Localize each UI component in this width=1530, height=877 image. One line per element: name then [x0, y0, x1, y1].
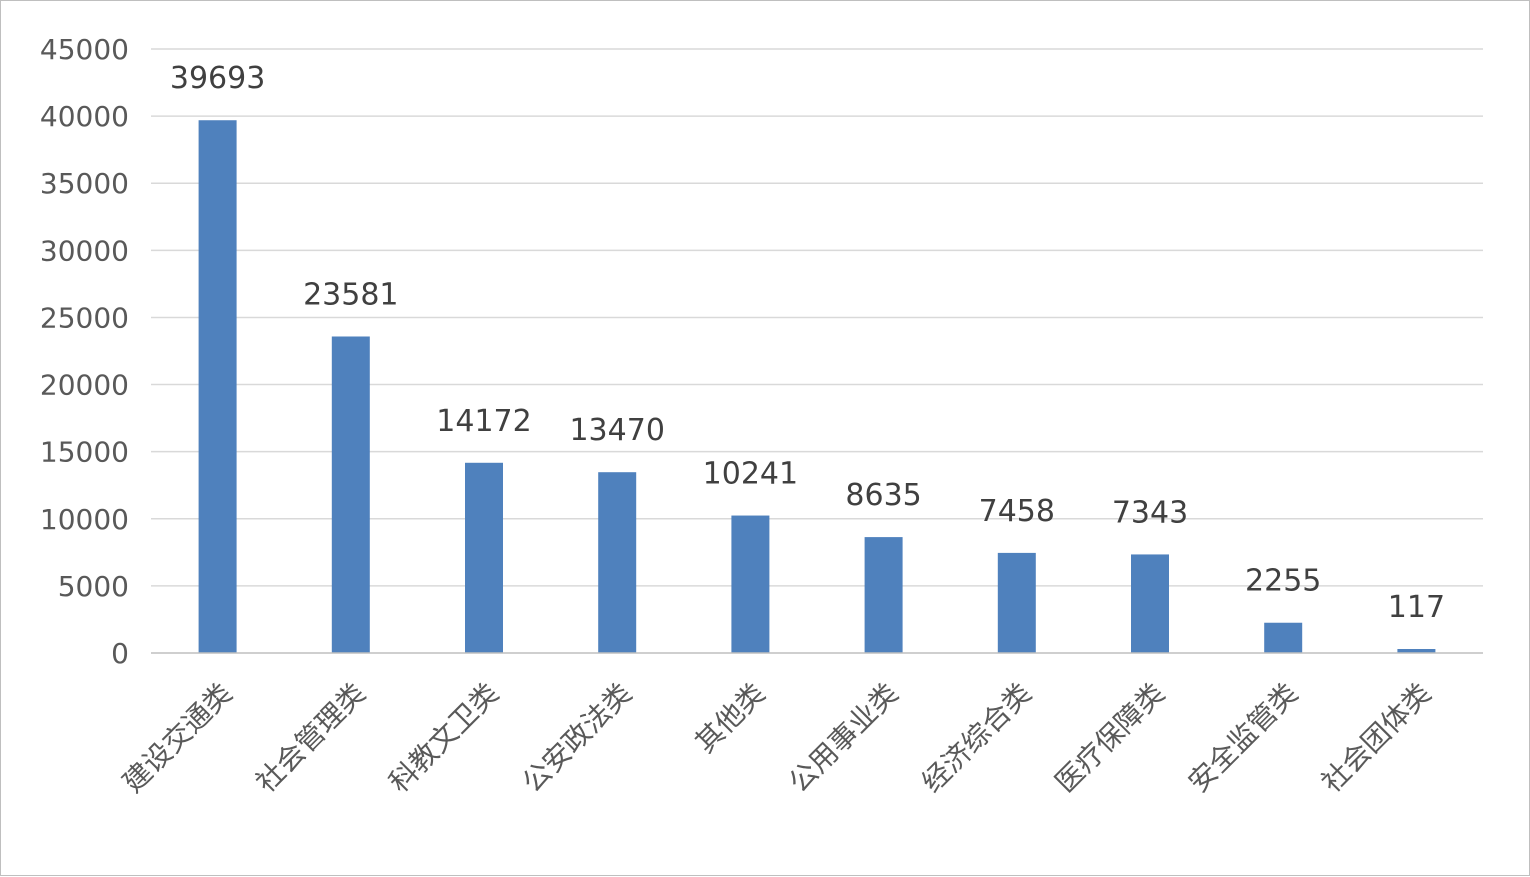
data-label: 23581	[303, 277, 398, 312]
x-tick-label: 安全监管类	[1182, 677, 1304, 799]
x-tick-label: 社会管理类	[249, 677, 371, 799]
gridlines	[151, 48, 1483, 587]
data-label: 39693	[170, 61, 265, 96]
bar	[1397, 649, 1436, 653]
y-tick-label: 30000	[40, 234, 129, 267]
x-axis-ticks: 建设交通类 社会管理类 科教文卫类 公安政法类 其他类 公用事业类 经济综合类 医疗保障类 安全…	[116, 677, 1437, 799]
bar	[864, 537, 903, 653]
data-label: 2255	[1245, 564, 1321, 599]
data-label: 117	[1388, 590, 1445, 625]
bar	[1264, 622, 1303, 653]
bar	[997, 552, 1036, 653]
data-label: 8635	[845, 478, 921, 513]
y-tick-label: 35000	[40, 167, 129, 200]
x-tick-label: 公安政法类	[516, 677, 638, 799]
x-tick-label: 建设交通类	[116, 677, 238, 799]
bar	[1131, 554, 1169, 653]
y-tick-label: 40000	[40, 100, 129, 133]
y-tick-label: 5000	[58, 570, 129, 603]
y-tick-label: 25000	[40, 301, 129, 334]
y-axis-ticks: 0 5000 10000 15000 20000 25000 30000 35000 40000…	[40, 33, 129, 670]
data-label: 14172	[436, 404, 531, 439]
bar	[198, 120, 237, 653]
y-tick-label: 15000	[40, 436, 129, 469]
bar	[731, 515, 770, 653]
data-label: 7458	[979, 494, 1055, 529]
x-tick-label: 其他类	[689, 677, 772, 760]
bar	[331, 336, 370, 653]
data-label: 10241	[703, 457, 798, 492]
bar	[465, 462, 503, 653]
data-labels: 39693 23581 14172 13470 10241 8635 7458 7343 225…	[170, 61, 1445, 625]
data-label: 13470	[569, 413, 664, 448]
y-tick-label: 10000	[40, 503, 129, 536]
y-tick-label: 0	[111, 637, 129, 670]
bars	[198, 120, 1436, 653]
bar	[598, 472, 637, 653]
x-tick-label: 公用事业类	[782, 677, 904, 799]
x-tick-label: 医疗保障类	[1049, 677, 1171, 799]
x-tick-label: 经济综合类	[915, 677, 1037, 799]
x-tick-label: 科教文卫类	[383, 677, 505, 799]
y-tick-label: 45000	[40, 33, 129, 66]
y-tick-label: 20000	[40, 369, 129, 402]
x-tick-label: 社会团体类	[1315, 677, 1437, 799]
data-label: 7343	[1112, 495, 1188, 530]
